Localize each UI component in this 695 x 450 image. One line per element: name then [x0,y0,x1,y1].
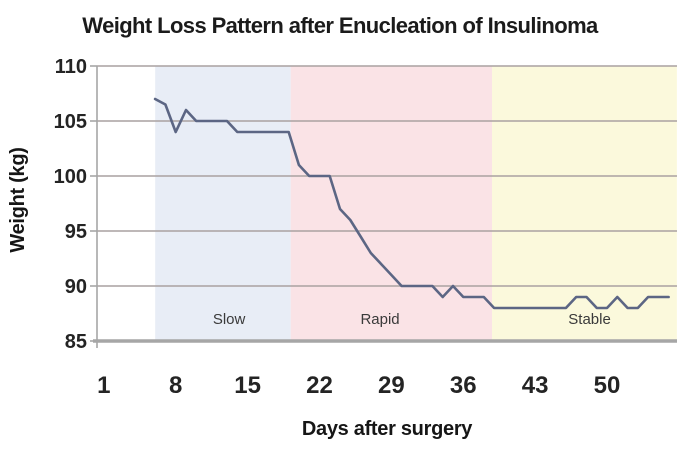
y-tick-label-105: 105 [54,111,87,133]
y-axis-title: Weight (kg) [7,147,29,252]
phase-region-rapid [290,66,493,341]
x-axis-title: Days after surgery [302,418,473,440]
y-tick-label-110: 110 [55,56,87,78]
phase-label-rapid: Rapid [360,311,399,328]
x-tick-label-15: 15 [234,372,261,399]
weight-series-line [153,97,670,310]
y-tick-label-90: 90 [65,276,87,298]
x-tick-label-36: 36 [450,372,477,399]
x-tick-label-1: 1 [97,372,110,399]
x-tick-label-43: 43 [522,372,549,399]
y-tick-label-85: 85 [65,331,87,353]
phase-label-stable: Stable [568,311,611,328]
x-tick-label-29: 29 [378,372,405,399]
phase-region-stable [492,66,677,341]
y-tick-label-100: 100 [54,166,87,188]
phase-labels-layer: Slow Rapid Stable [213,311,611,328]
tick-labels-layer: 85 90 95 100 105 110 1 8 15 22 29 36 43 50 [54,56,621,399]
gridlines-layer [90,65,677,348]
phase-regions-layer [155,66,677,341]
x-tick-label-22: 22 [306,372,333,399]
phase-region-slow [155,66,291,341]
x-tick-label-8: 8 [169,372,182,399]
x-tick-label-50: 50 [594,372,621,399]
series-layer [153,97,670,310]
phase-label-slow: Slow [213,311,246,328]
y-tick-label-95: 95 [65,221,87,243]
chart-title: Weight Loss Pattern after Enucleation of… [82,13,599,38]
